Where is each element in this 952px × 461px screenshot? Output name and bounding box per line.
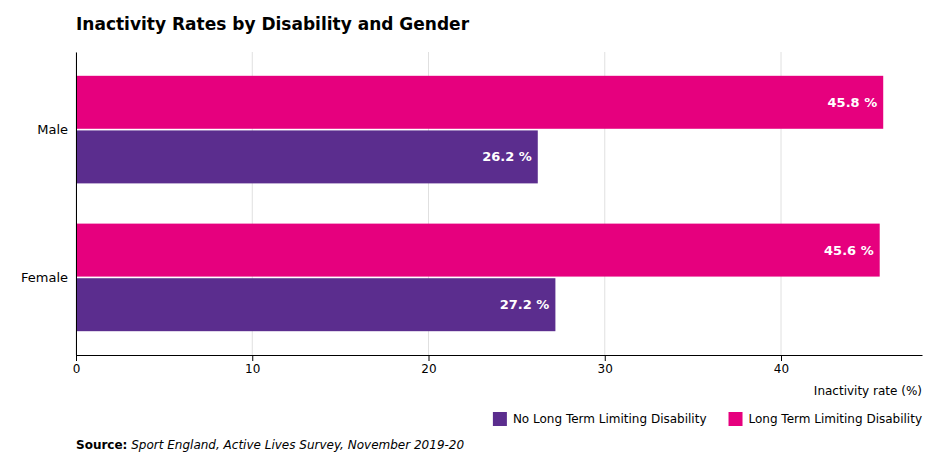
y-tick: Female bbox=[21, 270, 76, 285]
x-tick-mark bbox=[76, 355, 77, 361]
y-axis: Female Male bbox=[21, 53, 77, 356]
legend-swatch bbox=[493, 412, 507, 426]
x-axis: 0 10 20 30 40 bbox=[73, 355, 923, 376]
x-tick-label: 30 bbox=[598, 362, 613, 376]
plot-area: 27.2 % 26.2 % 45.6 % 45.8 % 0 10 20 30 40 Female M… bbox=[21, 52, 923, 426]
data-label: 26.2 % bbox=[482, 149, 532, 164]
x-tick: 30 bbox=[598, 355, 613, 376]
annotation-part: Sport England, Active Lives Survey, Nove… bbox=[127, 438, 464, 452]
x-tick-mark bbox=[781, 355, 782, 361]
data-label: 45.6 % bbox=[824, 243, 874, 258]
bar bbox=[76, 278, 555, 331]
x-tick-label: 20 bbox=[421, 362, 436, 376]
x-tick-label: 0 bbox=[73, 362, 81, 376]
x-tick-mark bbox=[605, 355, 606, 361]
annotation-part: Source: bbox=[76, 438, 127, 452]
y-tick-label: Female bbox=[21, 270, 68, 285]
grid-line bbox=[76, 52, 77, 355]
data-label: 45.8 % bbox=[828, 95, 878, 110]
x-tick-label: 40 bbox=[774, 362, 789, 376]
x-tick-mark bbox=[429, 355, 430, 361]
legend-item: No Long Term Limiting Disability bbox=[493, 412, 707, 426]
legend-item: Long Term Limiting Disability bbox=[729, 412, 922, 426]
title: Inactivity Rates by Disability and Gende… bbox=[76, 14, 470, 34]
legend-label: No Long Term Limiting Disability bbox=[513, 412, 707, 426]
x-tick: 40 bbox=[774, 355, 789, 376]
chart-container: Inactivity Rates by Disability and Gende… bbox=[0, 0, 952, 461]
bar bbox=[76, 76, 883, 129]
data-labels: 27.2 % 26.2 % 45.6 % 45.8 % bbox=[482, 95, 877, 312]
x-tick: 0 bbox=[73, 355, 81, 376]
x-axis-line bbox=[77, 355, 923, 356]
legend-label: Long Term Limiting Disability bbox=[749, 412, 922, 426]
y-tick: Male bbox=[37, 122, 76, 137]
x-tick-mark bbox=[252, 355, 253, 361]
x-axis-label: Inactivity rate (%) bbox=[814, 384, 922, 398]
legend-swatch bbox=[729, 412, 743, 426]
chart-svg: Inactivity Rates by Disability and Gende… bbox=[0, 0, 952, 461]
x-tick-label: 10 bbox=[245, 362, 260, 376]
x-tick: 10 bbox=[245, 355, 260, 376]
bars bbox=[76, 76, 883, 331]
data-label: 27.2 % bbox=[500, 297, 550, 312]
bar bbox=[76, 130, 538, 183]
annotation: Source: Sport England, Active Lives Surv… bbox=[76, 438, 464, 452]
y-tick-label: Male bbox=[37, 122, 68, 137]
legend: No Long Term Limiting Disability Long Ter… bbox=[493, 412, 922, 426]
bar-series bbox=[76, 76, 883, 277]
x-tick: 20 bbox=[421, 355, 436, 376]
bar bbox=[76, 224, 880, 277]
y-axis-line bbox=[76, 53, 77, 356]
